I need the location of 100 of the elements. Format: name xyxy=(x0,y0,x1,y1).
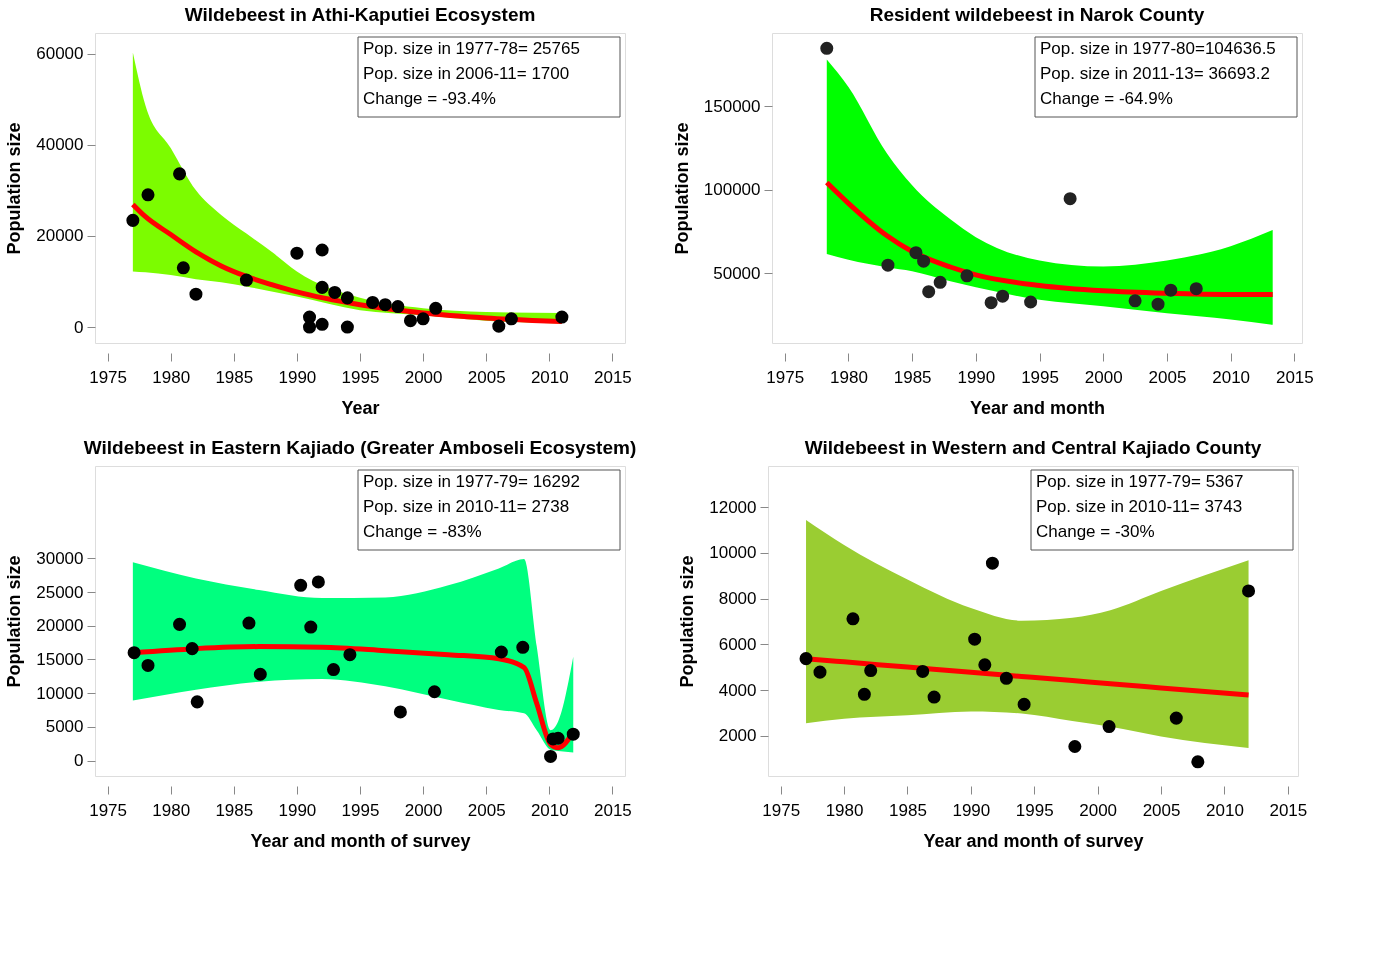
annotation: Pop. size in 1977-79= 16292 xyxy=(363,472,580,491)
x-tick-label: 1990 xyxy=(952,800,991,820)
point xyxy=(315,280,329,294)
point xyxy=(881,258,895,272)
x-tick-label: 1995 xyxy=(1021,367,1059,387)
x-tick-label: 2010 xyxy=(1212,367,1251,387)
point xyxy=(996,289,1010,303)
x-axis-title: Year and month of survey xyxy=(250,830,471,851)
x-axis-title: Year and month xyxy=(969,397,1106,418)
point xyxy=(340,291,354,305)
point xyxy=(933,275,947,289)
point xyxy=(917,254,931,268)
annotation: Pop. size in 1977-78= 25765 xyxy=(363,39,580,58)
x-tick-label: 1975 xyxy=(89,800,128,820)
annotation: Pop. size in 1977-80=104636.5 xyxy=(1040,39,1276,58)
point xyxy=(173,617,187,631)
point xyxy=(1024,295,1038,309)
x-tick-label: 2010 xyxy=(1206,800,1244,820)
x-tick-label: 1985 xyxy=(889,800,927,820)
x-tick-label: 1990 xyxy=(957,367,996,387)
point xyxy=(176,261,190,275)
point xyxy=(311,575,325,589)
point xyxy=(190,695,204,709)
point xyxy=(366,295,380,309)
y-axis-title: Population size xyxy=(4,555,25,688)
point xyxy=(127,646,141,660)
x-tick-label: 1985 xyxy=(215,367,254,387)
x-tick-label: 1975 xyxy=(89,367,128,387)
x-tick-label: 1985 xyxy=(215,800,254,820)
point xyxy=(566,727,580,741)
x-tick-label: 1975 xyxy=(766,367,805,387)
point xyxy=(304,620,318,634)
y-tick-label: 30000 xyxy=(36,548,84,568)
x-tick-label: 2000 xyxy=(404,367,443,387)
point xyxy=(978,658,992,672)
y-tick-label: 20000 xyxy=(36,226,84,246)
point xyxy=(799,652,813,666)
y-tick-label: 0 xyxy=(74,751,84,770)
x-tick-label: 2015 xyxy=(593,367,632,387)
y-axis-title: Population size xyxy=(671,122,692,255)
annotation: Pop. size in 2010-11= 3743 xyxy=(1036,497,1243,516)
point xyxy=(378,298,392,312)
chart-title: Wildebeest in Athi-Kaputiei Ecosystem xyxy=(184,4,536,25)
point xyxy=(846,612,860,626)
y-axis-title: Population size xyxy=(4,122,25,255)
y-tick-label: 12000 xyxy=(709,497,757,517)
point xyxy=(927,690,941,704)
x-tick-label: 2010 xyxy=(530,800,569,820)
point xyxy=(985,556,999,570)
point xyxy=(1169,711,1183,725)
annotation: Pop. size in 1977-79= 5367 xyxy=(1036,472,1244,491)
point xyxy=(820,41,834,55)
x-tick-label: 1995 xyxy=(341,367,380,387)
point xyxy=(984,296,998,310)
x-tick-label: 1980 xyxy=(152,800,191,820)
annotation: Change = -83% xyxy=(363,522,482,541)
point xyxy=(999,671,1013,685)
x-tick-label: 1990 xyxy=(278,800,317,820)
point xyxy=(916,664,930,678)
chart-title: Wildebeest in Eastern Kajiado (Greater Amboseli Ecosystem) xyxy=(83,437,637,458)
x-tick-label: 1995 xyxy=(1015,800,1054,820)
point xyxy=(403,314,417,328)
point xyxy=(864,664,878,678)
point xyxy=(315,243,329,257)
point xyxy=(1068,739,1082,753)
point xyxy=(504,312,518,326)
point xyxy=(126,213,140,227)
point xyxy=(239,273,253,287)
point xyxy=(189,287,203,301)
y-tick-label: 8000 xyxy=(718,589,757,609)
point xyxy=(1191,755,1205,769)
x-tick-label: 1975 xyxy=(762,800,801,820)
point xyxy=(315,317,329,331)
y-tick-label: 40000 xyxy=(36,135,84,155)
x-tick-label: 1990 xyxy=(278,367,317,387)
point xyxy=(141,658,155,672)
x-tick-label: 1980 xyxy=(152,367,191,387)
point xyxy=(303,320,317,334)
y-tick-label: 10000 xyxy=(36,683,84,703)
point xyxy=(326,663,341,677)
point xyxy=(173,167,187,181)
point xyxy=(242,616,256,630)
annotation: Change = -93.4% xyxy=(363,89,496,108)
point xyxy=(429,301,443,315)
x-axis-title: Year and month of survey xyxy=(923,830,1144,851)
point xyxy=(141,188,155,202)
point xyxy=(1063,192,1077,206)
y-tick-label: 25000 xyxy=(36,582,84,602)
y-tick-label: 100000 xyxy=(703,180,761,200)
y-tick-label: 6000 xyxy=(718,634,757,654)
y-tick-label: 2000 xyxy=(718,726,757,746)
x-tick-label: 2015 xyxy=(1269,800,1308,820)
point xyxy=(340,320,354,334)
y-tick-label: 50000 xyxy=(713,263,761,283)
point xyxy=(492,319,506,333)
annotation: Change = -30% xyxy=(1036,522,1155,541)
chart-title: Wildebeest in Western and Central Kajiado County xyxy=(804,437,1262,458)
annotation: Pop. size in 2010-11= 2738 xyxy=(363,497,570,516)
point xyxy=(185,642,199,656)
point xyxy=(544,749,558,763)
